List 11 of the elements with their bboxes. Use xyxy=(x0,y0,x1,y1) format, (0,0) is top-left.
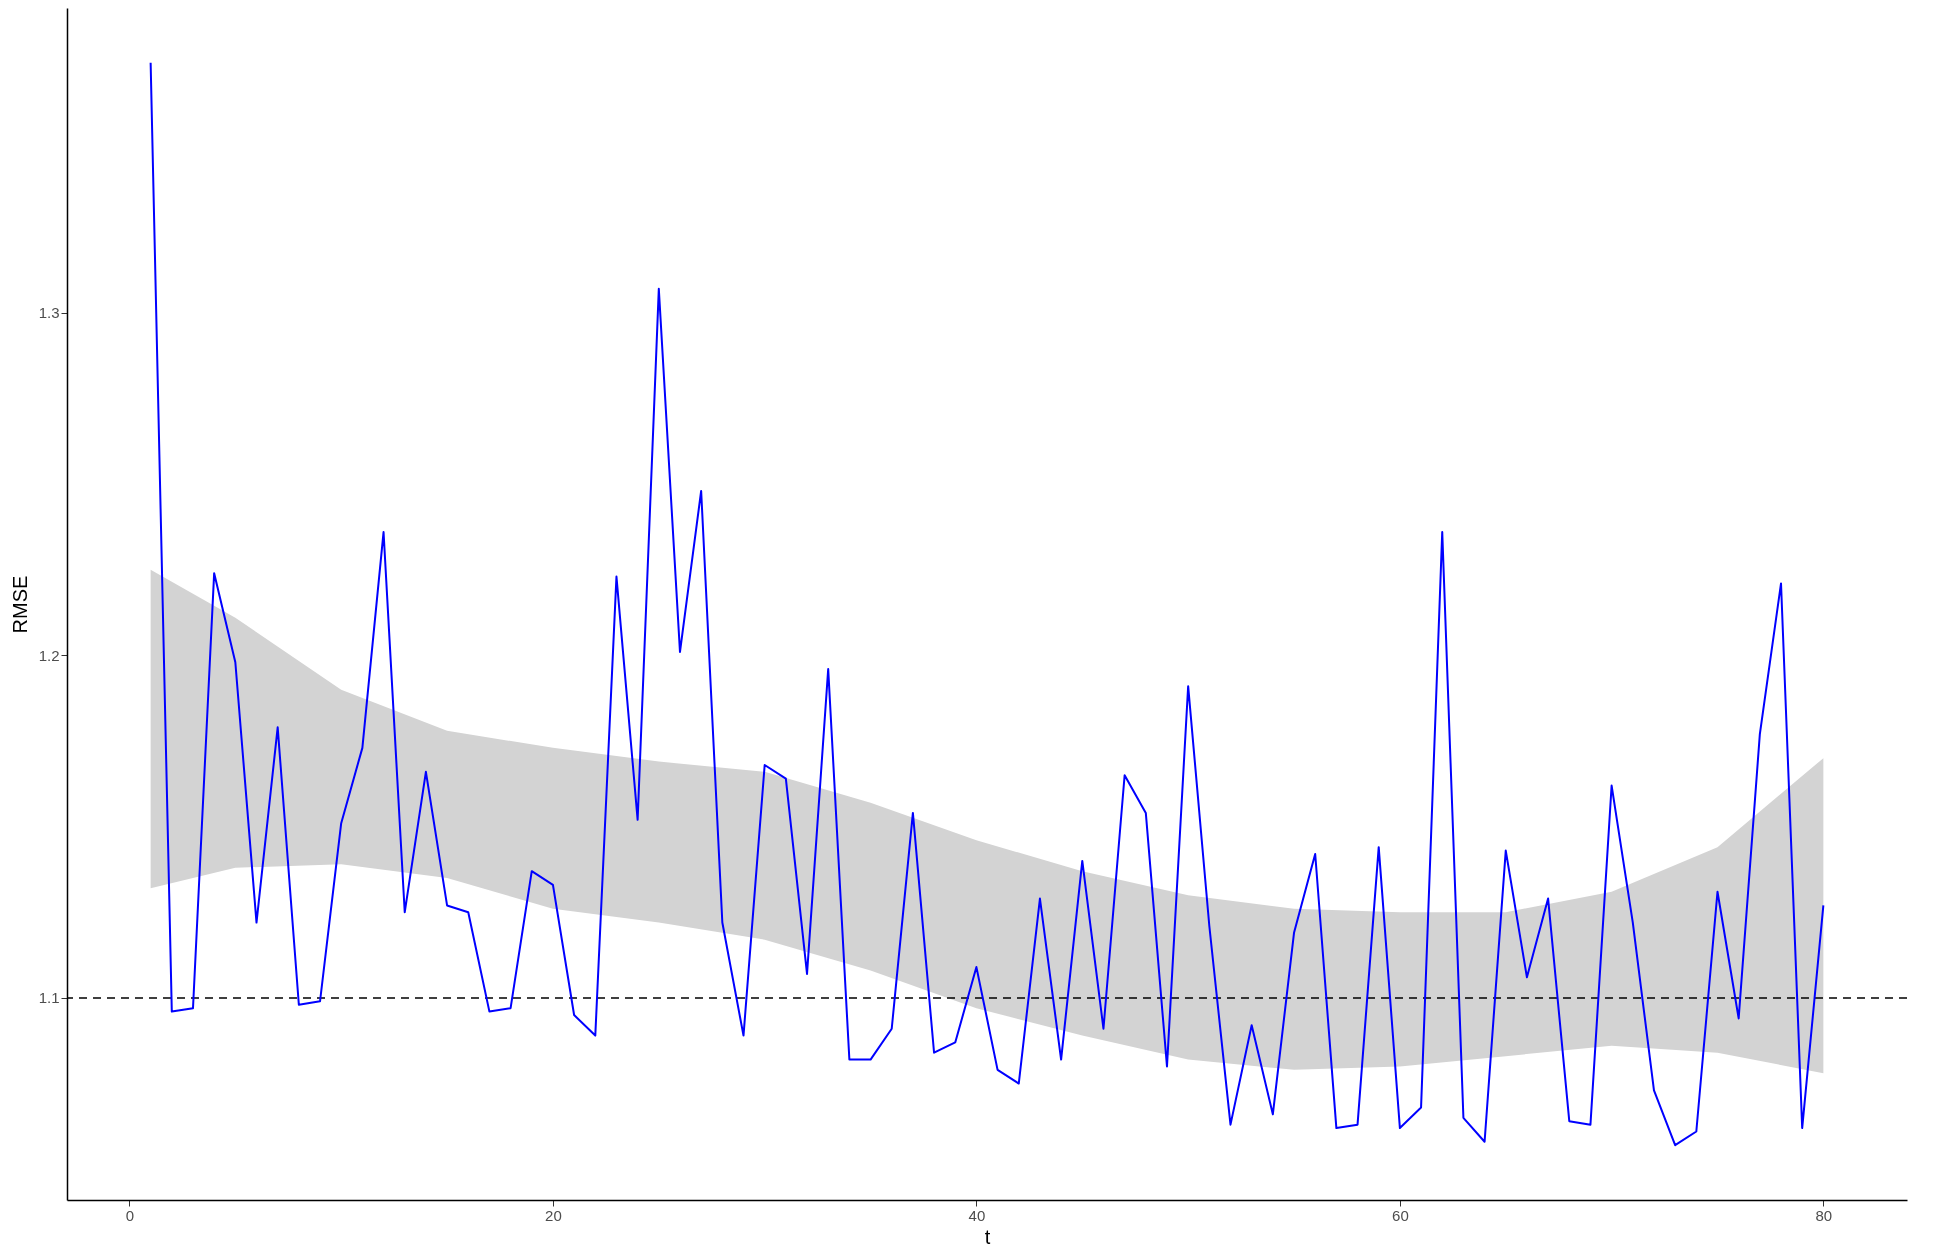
y-tick-label: 1.1 xyxy=(38,989,60,1007)
x-tick-label: 0 xyxy=(125,1206,135,1224)
y-axis-title: RMSE xyxy=(8,575,31,634)
x-axis-title: t xyxy=(984,1225,991,1248)
x-tick-label: 40 xyxy=(968,1206,986,1224)
y-tick-label: 1.2 xyxy=(38,646,60,664)
y-tick-label: 1.3 xyxy=(38,304,60,322)
line-series xyxy=(149,61,1825,1147)
x-tick-label: 60 xyxy=(1392,1206,1409,1224)
x-tick-label: 80 xyxy=(1815,1206,1833,1224)
x-tick-label: 20 xyxy=(545,1206,562,1224)
